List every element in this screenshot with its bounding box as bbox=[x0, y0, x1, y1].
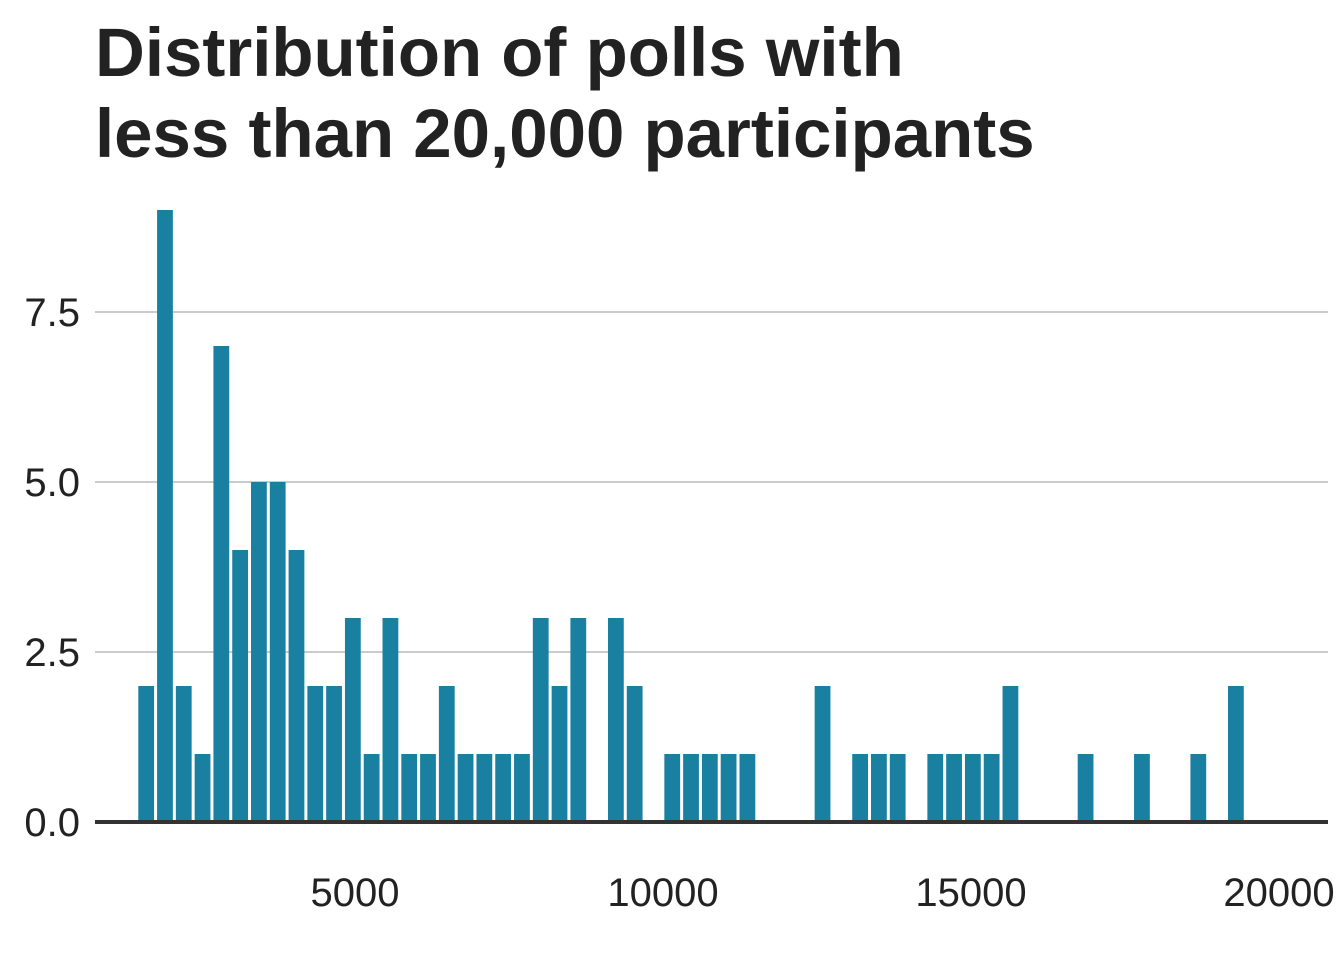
x-tick-label-20000: 20000 bbox=[1223, 871, 1334, 915]
bar-bin-1 bbox=[157, 210, 173, 822]
bar-bin-37 bbox=[964, 754, 981, 822]
bar-bin-16 bbox=[438, 686, 455, 822]
y-tick-label-0.0: 0.0 bbox=[24, 801, 80, 845]
bar-bin-11 bbox=[344, 618, 361, 822]
bar-bin-2 bbox=[175, 686, 192, 822]
bar-bin-4 bbox=[213, 346, 230, 822]
bar-bin-36 bbox=[946, 754, 962, 822]
y-tick-label-7.5: 7.5 bbox=[24, 291, 80, 335]
bar-bin-15 bbox=[420, 754, 436, 822]
x-tick-label-10000: 10000 bbox=[607, 871, 718, 915]
bar-bin-43 bbox=[1227, 686, 1244, 822]
bar-bin-30 bbox=[739, 754, 756, 822]
chart-title: Distribution of polls with less than 20,… bbox=[95, 12, 1035, 174]
bar-bin-41 bbox=[1134, 754, 1150, 822]
bar-bin-20 bbox=[514, 754, 530, 822]
bar-bin-29 bbox=[720, 754, 737, 822]
bar-bin-26 bbox=[664, 754, 681, 822]
bar-bin-19 bbox=[495, 754, 512, 822]
bar-bin-17 bbox=[457, 754, 474, 822]
y-tick-label-5.0: 5.0 bbox=[24, 461, 80, 505]
bar-bin-18 bbox=[476, 754, 493, 822]
bar-bin-22 bbox=[551, 686, 568, 822]
bar-bin-21 bbox=[532, 618, 549, 822]
bar-bin-0 bbox=[138, 686, 155, 822]
bar-bin-32 bbox=[852, 754, 869, 822]
bar-bin-42 bbox=[1190, 754, 1207, 822]
bar-bin-13 bbox=[382, 618, 399, 822]
bar-bin-7 bbox=[269, 482, 286, 822]
y-tick-label-2.5: 2.5 bbox=[24, 631, 80, 675]
bar-bin-24 bbox=[607, 618, 624, 822]
histogram-bars bbox=[138, 210, 1244, 822]
axes: 0.0 2.5 5.0 7.5 5000 10000 15000 20000 bbox=[24, 291, 1334, 915]
bar-bin-6 bbox=[251, 482, 267, 822]
chart-title-line-1: Distribution of polls with bbox=[95, 14, 904, 91]
bar-bin-31 bbox=[814, 686, 831, 822]
bar-bin-12 bbox=[363, 754, 380, 822]
bar-bin-8 bbox=[288, 550, 305, 822]
bar-bin-40 bbox=[1077, 754, 1094, 822]
bar-bin-3 bbox=[194, 754, 211, 822]
bar-bin-35 bbox=[927, 754, 944, 822]
chart-title-line-2: less than 20,000 participants bbox=[95, 95, 1035, 172]
bar-bin-28 bbox=[701, 754, 718, 822]
x-tick-label-5000: 5000 bbox=[311, 871, 400, 915]
bar-bin-39 bbox=[1002, 686, 1019, 822]
bar-bin-33 bbox=[871, 754, 887, 822]
bar-bin-27 bbox=[683, 754, 699, 822]
x-tick-label-15000: 15000 bbox=[915, 871, 1026, 915]
bar-bin-10 bbox=[326, 686, 342, 822]
bar-bin-34 bbox=[889, 754, 906, 822]
bar-bin-23 bbox=[570, 618, 587, 822]
bar-bin-9 bbox=[307, 686, 324, 822]
bar-bin-38 bbox=[983, 754, 1000, 822]
bar-bin-5 bbox=[232, 550, 249, 822]
bar-bin-14 bbox=[401, 754, 418, 822]
bar-bin-25 bbox=[626, 686, 643, 822]
